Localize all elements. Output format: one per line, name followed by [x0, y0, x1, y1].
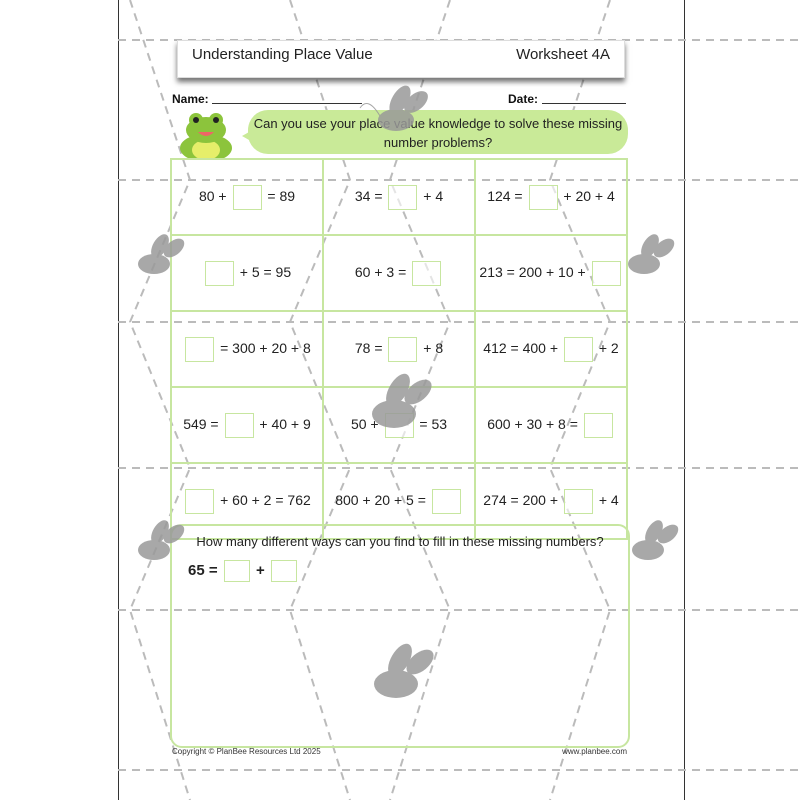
problem-cell: + 60 + 2 = 762	[170, 462, 324, 540]
answer-box[interactable]	[388, 184, 418, 210]
answer-box[interactable]	[388, 336, 418, 362]
name-field[interactable]	[212, 103, 362, 104]
copyright-text: Copyright © PlanBee Resources Ltd 2025	[172, 747, 321, 756]
equation-text: 600 + 30 + 8 =	[487, 415, 582, 432]
answer-box[interactable]	[412, 260, 442, 286]
problem-row: + 5 = 95 60 + 3 = 213 = 200 + 10 +	[170, 234, 628, 312]
problem-cell: 600 + 30 + 8 =	[474, 386, 628, 464]
answer-box[interactable]	[223, 560, 250, 582]
name-label: Name:	[172, 92, 209, 106]
challenge-lhs: 65 =	[188, 561, 218, 579]
equation-text: 800 + 20 + 5 =	[335, 491, 430, 508]
challenge-equation: 65 = +	[188, 560, 299, 582]
problem-cell: 80 + = 89	[170, 158, 324, 236]
problem-cell: 412 = 400 + + 2	[474, 310, 628, 388]
challenge-operator: +	[255, 561, 265, 579]
answer-box[interactable]	[431, 488, 461, 514]
problem-cell: 60 + 3 =	[322, 234, 476, 312]
equation-text: 50 +	[350, 415, 383, 432]
equation-text: 60 + 3 =	[354, 263, 411, 280]
problem-cell: 800 + 20 + 5 =	[322, 462, 476, 540]
answer-box[interactable]	[563, 488, 593, 514]
problem-cell: 124 = + 20 + 4	[474, 158, 628, 236]
worksheet-number: Worksheet 4A	[516, 46, 610, 63]
equation-text: + 4	[594, 491, 619, 508]
problem-cell: 213 = 200 + 10 +	[474, 234, 628, 312]
equation-text: + 40 + 9	[255, 415, 311, 432]
answer-box[interactable]	[563, 336, 593, 362]
problem-row: + 60 + 2 = 762 800 + 20 + 5 = 274 = 200 …	[170, 462, 628, 540]
challenge-box: How many different ways can you find to …	[170, 524, 630, 748]
date-field[interactable]	[542, 103, 626, 104]
equation-text: 124 =	[487, 187, 527, 204]
answer-box[interactable]	[232, 184, 262, 210]
bee-watermark-icon	[374, 643, 434, 698]
problem-cell: 34 = + 4	[322, 158, 476, 236]
answer-box[interactable]	[583, 412, 613, 438]
frog-mascot-icon	[180, 113, 232, 160]
equation-text: + 4	[419, 187, 444, 204]
equation-text: + 60 + 2 = 762	[216, 491, 311, 508]
problem-cell: 274 = 200 + + 4	[474, 462, 628, 540]
equation-text: + 20 + 4	[559, 187, 615, 204]
problem-row: = 300 + 20 + 8 78 = + 8 412 = 400 + + 2	[170, 310, 628, 388]
bee-watermark-icon	[138, 234, 185, 274]
equation-text: 274 = 200 +	[483, 491, 562, 508]
equation-text: 34 =	[354, 187, 387, 204]
equation-text: + 5 = 95	[235, 263, 292, 280]
bee-watermark-icon	[372, 373, 432, 428]
speech-bubble-prompt: Can you use your place value knowledge t…	[242, 110, 628, 154]
equation-text: 412 = 400 +	[483, 339, 562, 356]
answer-box[interactable]	[204, 260, 234, 286]
problem-row: 80 + = 89 34 = + 4 124 = + 20 + 4	[170, 158, 628, 236]
problem-row: 549 = + 40 + 9 50 + = 53 600 + 30 + 8 =	[170, 386, 628, 464]
answer-box[interactable]	[528, 184, 558, 210]
problem-cell: = 300 + 20 + 8	[170, 310, 324, 388]
equation-text: = 300 + 20 + 8	[216, 339, 311, 356]
problem-cell: + 5 = 95	[170, 234, 324, 312]
equation-text: + 2	[594, 339, 619, 356]
bee-watermark-icon	[138, 520, 185, 560]
challenge-question: How many different ways can you find to …	[196, 534, 604, 549]
bee-watermark-icon	[628, 234, 675, 274]
date-label: Date:	[508, 92, 539, 106]
equation-text: = 53	[415, 415, 448, 432]
problem-grid: 80 + = 89 34 = + 4 124 = + 20 + 4 + 5 = …	[170, 158, 628, 540]
equation-text: + 8	[419, 339, 444, 356]
equation-text: 549 =	[183, 415, 223, 432]
problem-cell: 549 = + 40 + 9	[170, 386, 324, 464]
equation-text: 80 +	[198, 187, 231, 204]
equation-text: = 89	[263, 187, 296, 204]
answer-box[interactable]	[224, 412, 254, 438]
answer-box[interactable]	[270, 560, 297, 582]
equation-text: 213 = 200 + 10 +	[479, 263, 590, 280]
worksheet-title: Understanding Place Value	[192, 46, 373, 63]
bee-watermark-icon	[632, 520, 679, 560]
answer-box[interactable]	[591, 260, 621, 286]
title-bar: Understanding Place Value Worksheet 4A	[177, 40, 625, 78]
answer-box[interactable]	[185, 336, 215, 362]
equation-text: 78 =	[354, 339, 387, 356]
website-link: www.planbee.com	[562, 747, 627, 756]
bee-watermark-icon	[359, 85, 428, 131]
answer-box[interactable]	[185, 488, 215, 514]
